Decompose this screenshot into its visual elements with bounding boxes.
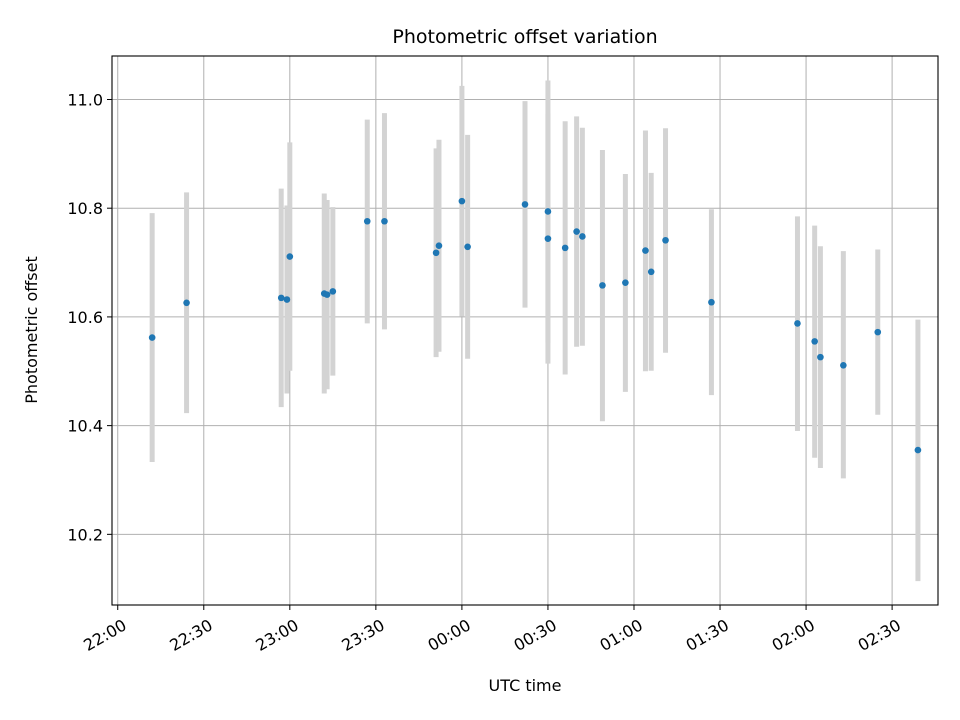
y-tick-label: 10.2 xyxy=(67,525,103,544)
y-axis-ticks: 10.2 10.4 10.6 10.8 11.0 xyxy=(67,90,112,544)
data-point xyxy=(811,338,818,345)
x-axis-label: UTC time xyxy=(489,676,562,695)
chart-title: Photometric offset variation xyxy=(392,26,657,48)
data-point xyxy=(363,217,371,225)
y-tick-label: 10.6 xyxy=(67,308,103,327)
data-point xyxy=(148,334,156,341)
y-tick-label: 10.4 xyxy=(67,417,103,436)
data-point xyxy=(622,279,629,286)
data-point xyxy=(544,208,552,215)
data-point xyxy=(521,201,529,208)
plot-frame xyxy=(111,55,939,606)
data-point xyxy=(599,282,606,289)
data-point xyxy=(381,217,388,225)
data-point xyxy=(561,244,569,252)
data-point xyxy=(662,236,669,244)
data-point xyxy=(573,228,580,235)
data-point xyxy=(874,328,882,336)
data-point xyxy=(458,197,466,205)
data-point xyxy=(914,446,922,454)
y-axis-label: Photometric offset xyxy=(22,256,41,404)
data-point xyxy=(432,249,440,257)
data-point xyxy=(817,353,824,361)
data-point xyxy=(435,242,443,250)
data-point xyxy=(329,288,337,295)
data-point xyxy=(283,296,291,303)
data-point xyxy=(647,268,655,276)
data-point xyxy=(464,243,471,251)
data-point xyxy=(277,294,285,302)
y-tick-label: 10.8 xyxy=(67,199,103,218)
data-point xyxy=(642,247,649,254)
data-point xyxy=(544,235,552,242)
data-point xyxy=(579,233,586,240)
data-point xyxy=(840,361,847,369)
data-point xyxy=(183,299,190,307)
data-point xyxy=(286,253,294,260)
data-point xyxy=(323,291,331,298)
data-point xyxy=(708,298,715,306)
data-points xyxy=(148,197,922,454)
data-point xyxy=(794,320,801,327)
y-tick-label: 11.0 xyxy=(67,90,103,109)
